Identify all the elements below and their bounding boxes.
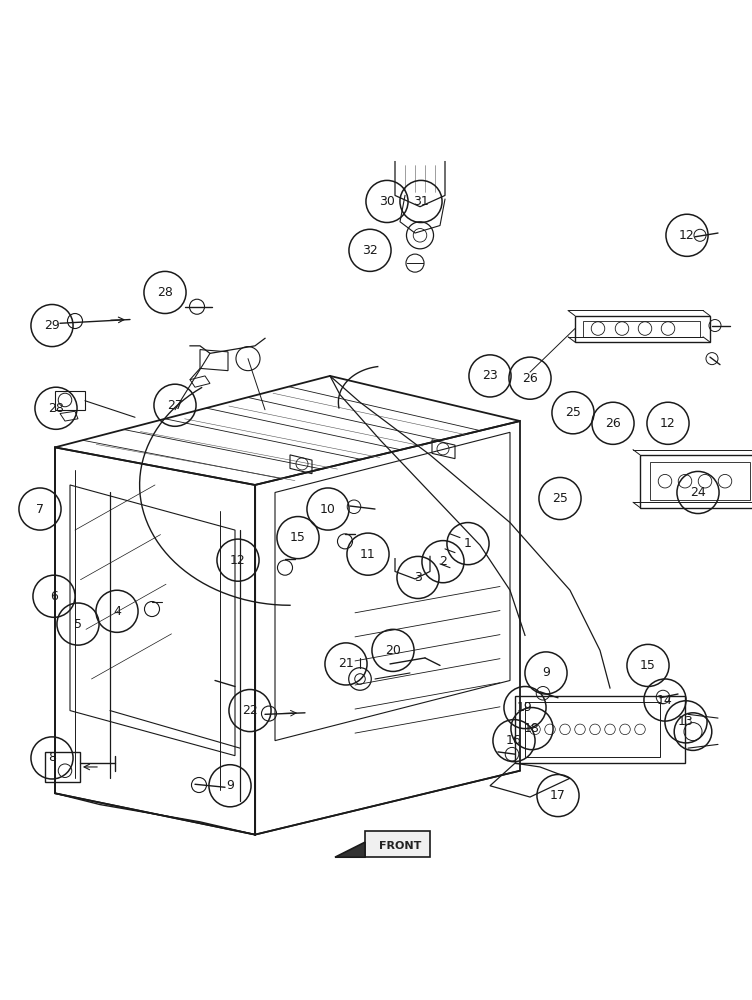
Text: 15: 15 [290, 531, 306, 544]
Text: 12: 12 [230, 554, 246, 567]
Text: 14: 14 [657, 694, 673, 707]
Text: 25: 25 [565, 406, 581, 419]
Text: 26: 26 [605, 417, 621, 430]
Text: 7: 7 [36, 503, 44, 516]
Text: 1: 1 [464, 537, 472, 550]
Text: 12: 12 [679, 229, 695, 242]
Text: 31: 31 [413, 195, 429, 208]
Text: 3: 3 [414, 571, 422, 584]
Text: 10: 10 [320, 503, 336, 516]
Text: 25: 25 [552, 492, 568, 505]
Text: 28: 28 [48, 402, 64, 415]
Text: 9: 9 [226, 779, 234, 792]
Text: 8: 8 [48, 751, 56, 764]
Polygon shape [335, 842, 365, 857]
Text: 22: 22 [242, 704, 258, 717]
Text: 20: 20 [385, 644, 401, 657]
Text: 26: 26 [522, 372, 538, 385]
Text: 18: 18 [524, 722, 540, 735]
Text: 6: 6 [50, 590, 58, 603]
Text: 15: 15 [640, 659, 656, 672]
Text: 13: 13 [678, 715, 694, 728]
Text: 21: 21 [338, 657, 354, 670]
Text: 19: 19 [517, 701, 533, 714]
Text: 17: 17 [550, 789, 566, 802]
Text: 28: 28 [157, 286, 173, 299]
Text: 30: 30 [379, 195, 395, 208]
Text: 29: 29 [44, 319, 60, 332]
Text: 12: 12 [660, 417, 676, 430]
Text: 5: 5 [74, 618, 82, 631]
Text: 11: 11 [360, 548, 376, 561]
Text: 16: 16 [506, 734, 522, 747]
Text: 9: 9 [542, 666, 550, 679]
Text: 23: 23 [482, 369, 498, 382]
Polygon shape [365, 831, 430, 857]
Text: 32: 32 [362, 244, 378, 257]
Text: FRONT: FRONT [379, 841, 421, 851]
Text: 27: 27 [167, 399, 183, 412]
Text: 2: 2 [439, 555, 447, 568]
Text: 24: 24 [690, 486, 706, 499]
Text: 4: 4 [113, 605, 121, 618]
